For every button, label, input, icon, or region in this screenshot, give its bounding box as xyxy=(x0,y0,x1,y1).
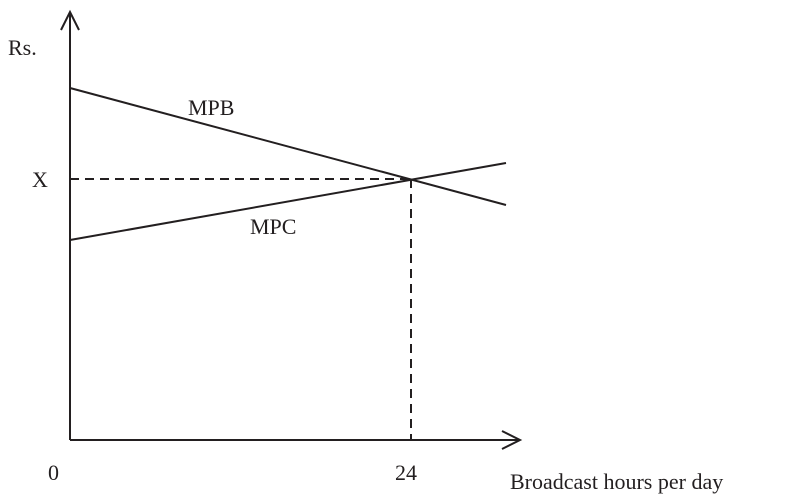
origin-label: 0 xyxy=(48,460,59,485)
x-axis xyxy=(70,430,523,450)
y-tick-label: X xyxy=(32,167,48,192)
y-axis-label: Rs. xyxy=(8,35,37,60)
mpb-label: MPB xyxy=(188,95,234,120)
y-axis xyxy=(60,9,80,440)
x-axis-label: Broadcast hours per day xyxy=(510,469,723,494)
x-tick-label: 24 xyxy=(395,460,417,485)
mpc-label: MPC xyxy=(250,214,296,239)
mpc-line xyxy=(69,162,507,241)
mpb-line xyxy=(69,87,507,206)
